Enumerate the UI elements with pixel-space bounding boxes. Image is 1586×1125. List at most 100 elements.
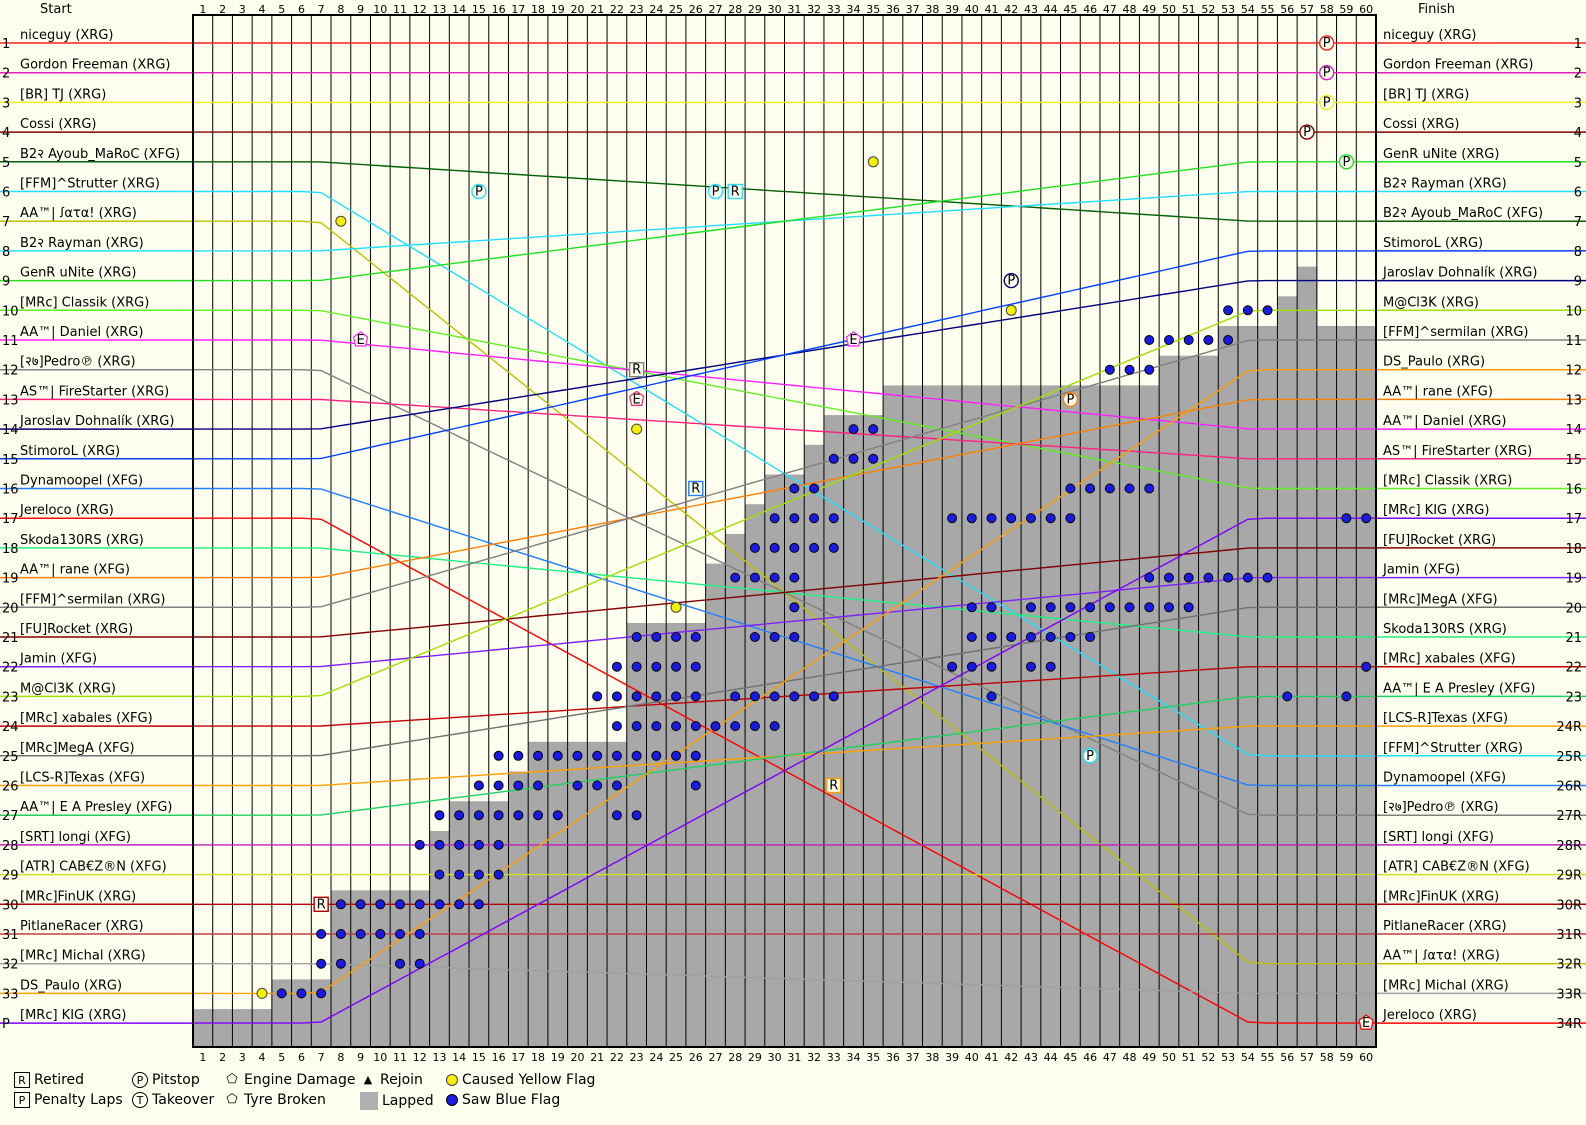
start-header: Start <box>40 2 72 17</box>
legend-lapped: Lapped <box>360 1092 434 1110</box>
blue-flag-dot <box>690 721 701 732</box>
blue-flag-dot <box>749 542 760 553</box>
blue-flag-dot <box>533 750 544 761</box>
blue-flag-dot <box>1045 513 1056 524</box>
blue-flag-dot <box>651 632 662 642</box>
lapped-block <box>1356 326 1377 1047</box>
engine-damage-marker <box>845 331 862 347</box>
finish-driver-label: niceguy (XRG) <box>1383 28 1476 43</box>
lap-number-top: 8 <box>337 3 344 16</box>
blue-flag-dot <box>651 661 662 672</box>
blue-flag-dot <box>1065 632 1076 642</box>
start-driver-label: Jereloco (XRG) <box>19 503 114 518</box>
finish-position-number: 11 <box>1565 334 1582 349</box>
start-driver-label: Jamin (XFG) <box>19 652 97 667</box>
lapped-block <box>1119 385 1140 1047</box>
lapped-block <box>1001 385 1022 1047</box>
start-position-number: 17 <box>2 512 19 527</box>
lapped-block <box>1218 326 1239 1047</box>
blue-flag-dot <box>1183 602 1194 613</box>
blue-flag-dot <box>316 988 327 999</box>
blue-flag-dot <box>631 661 642 672</box>
yellow-flag-dot <box>670 601 682 613</box>
blue-flag-dot <box>493 810 504 821</box>
lap-number-top: 49 <box>1142 3 1156 16</box>
finish-position-number: 30R <box>1556 898 1582 913</box>
finish-driver-label: [२७]Pedro℗ (XRG) <box>1383 800 1499 815</box>
engine-damage-letter: E <box>633 392 641 407</box>
finish-driver-label: [MRc] Michal (XRG) <box>1383 978 1509 993</box>
engine-damage-letter: E <box>849 333 857 348</box>
start-driver-label: AA™| E A Presley (XFG) <box>20 800 173 815</box>
lapped-block <box>469 801 490 1047</box>
blue-flag-dot <box>769 513 780 524</box>
driver-line <box>193 963 1376 995</box>
finish-driver-label: Dynamoopel (XFG) <box>1383 771 1506 786</box>
blue-flag-dot <box>1203 572 1214 583</box>
lapped-block <box>370 890 391 1047</box>
lap-number-top: 4 <box>259 3 266 16</box>
lapped-area <box>193 266 1377 1048</box>
lap-number-bottom: 43 <box>1024 1051 1038 1064</box>
lap-number-top: 33 <box>827 3 841 16</box>
lap-number-top: 55 <box>1261 3 1275 16</box>
lapped-block <box>508 771 529 1047</box>
lapped-block <box>961 385 983 1047</box>
retired-marker <box>688 480 704 497</box>
pitstop-letter: P <box>1007 274 1015 289</box>
lap-number-bottom: 42 <box>1004 1051 1018 1064</box>
lapped-block <box>863 415 884 1048</box>
lap-number-top: 48 <box>1123 3 1137 16</box>
start-position-number: 30 <box>2 898 19 913</box>
lap-number-top: 26 <box>689 3 703 16</box>
lap-number-top: 31 <box>787 3 801 16</box>
lap-number-bottom: 12 <box>413 1051 427 1064</box>
lap-number-bottom: 56 <box>1280 1051 1294 1064</box>
blue-flag-dot <box>789 632 800 642</box>
lap-number-bottom: 3 <box>239 1051 246 1064</box>
blue-flag-dot <box>986 691 997 702</box>
blue-flag-dot <box>749 572 760 583</box>
retired-letter: R <box>731 185 740 200</box>
blue-flag-dot <box>631 750 642 761</box>
finish-driver-label: AS™| FireStarter (XRG) <box>1383 444 1532 459</box>
blue-flag-dot <box>868 453 879 464</box>
blue-flag-dot <box>1242 572 1253 583</box>
pitstop-marker <box>1003 272 1019 289</box>
lap-number-bottom: 2 <box>219 1051 226 1064</box>
pitstop-letter: P <box>1086 749 1094 764</box>
blue-flag-dot <box>375 929 386 939</box>
pitstop-letter: P <box>1303 125 1311 140</box>
lapped-block <box>1277 296 1298 1047</box>
start-position-number: 6 <box>2 186 10 201</box>
blue-flag-dot <box>1104 483 1115 494</box>
blue-flag-dot <box>671 661 682 672</box>
lap-number-top: 30 <box>768 3 782 16</box>
driver-line <box>193 161 1376 222</box>
blue-flag-dot <box>1361 661 1372 672</box>
finish-driver-label: [FFM]^sermilan (XRG) <box>1383 325 1528 340</box>
blue-flag-dot <box>1144 364 1155 375</box>
start-position-number: 1 <box>2 37 10 52</box>
lap-number-bottom: 4 <box>259 1051 266 1064</box>
driver-line <box>193 161 1376 282</box>
lap-number-bottom: 22 <box>610 1051 624 1064</box>
blue-flag-dot <box>730 572 741 583</box>
lap-number-bottom: 9 <box>357 1051 364 1064</box>
lap-number-top: 15 <box>472 3 486 16</box>
lapped-block <box>843 415 864 1048</box>
lapped-block <box>291 979 312 1047</box>
blue-flag-dot <box>454 839 465 850</box>
blue-flag-dot <box>690 691 701 702</box>
blue-flag-dot <box>631 632 642 642</box>
start-driver-label: Jaroslav Dohnalík (XRG) <box>19 414 174 429</box>
blue-flag-dot <box>848 424 859 435</box>
lapped-block <box>350 890 371 1047</box>
lap-number-bottom: 46 <box>1083 1051 1097 1064</box>
lapped-block <box>646 623 667 1047</box>
lap-number-top: 32 <box>807 3 821 16</box>
blue-flag-dot <box>1282 691 1293 702</box>
blue-flag-dot <box>631 721 642 732</box>
lapped-block <box>626 623 647 1047</box>
finish-driver-label: [ATR] CAB€Z®N (XFG) <box>1383 860 1530 875</box>
